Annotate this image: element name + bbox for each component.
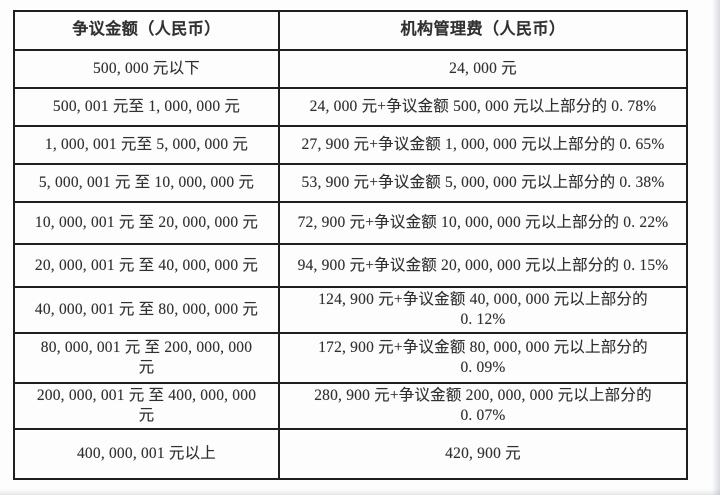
fee-cell: 53, 900 元+争议金额 5, 000, 000 元以上部分的 0. 38%: [278, 163, 688, 204]
amount-cell: 5, 000, 001 元 至 10, 000, 000 元: [13, 163, 280, 204]
fee-cell: 24, 000 元+争议金额 500, 000 元以上部分的 0. 78%: [278, 87, 688, 128]
fee-cell: 420, 900 元: [278, 428, 688, 480]
amount-cell: 20, 000, 001 元 至 40, 000, 000 元: [13, 243, 280, 288]
table-row: 1, 000, 001 元至 5, 000, 000 元 27, 900 元+争…: [13, 125, 688, 166]
fee-cell: 172, 900 元+争议金额 80, 000, 000 元以上部分的 0. 0…: [278, 332, 688, 384]
fee-cell: 280, 900 元+争议金额 200, 000, 000 元以上部分的 0. …: [278, 381, 688, 431]
amount-cell: 10, 000, 001 元 至 20, 000, 000 元: [13, 201, 280, 246]
amount-cell: 500, 000 元以下: [13, 48, 280, 90]
fee-schedule-table: 争议金额（人民币） 机构管理费（人民币） 500, 000 元以下 24, 00…: [13, 10, 688, 480]
table-row: 200, 000, 001 元 至 400, 000, 000 元 280, 9…: [13, 381, 688, 431]
table-row: 20, 000, 001 元 至 40, 000, 000 元 94, 900 …: [13, 243, 688, 288]
table-row: 5, 000, 001 元 至 10, 000, 000 元 53, 900 元…: [13, 163, 688, 204]
table-row: 40, 000, 001 元 至 80, 000, 000 元 124, 900…: [13, 285, 688, 335]
amount-cell: 40, 000, 001 元 至 80, 000, 000 元: [13, 285, 280, 335]
fee-cell: 24, 000 元: [278, 48, 688, 90]
fee-cell: 94, 900 元+争议金额 20, 000, 000 元以上部分的 0. 15…: [278, 243, 688, 288]
table-header-row: 争议金额（人民币） 机构管理费（人民币）: [13, 10, 688, 51]
header-management-fee: 机构管理费（人民币）: [278, 10, 688, 51]
table-row: 80, 000, 001 元 至 200, 000, 000 元 172, 90…: [13, 332, 688, 384]
amount-cell: 400, 000, 001 元以上: [13, 428, 280, 480]
table-row: 400, 000, 001 元以上 420, 900 元: [13, 428, 688, 480]
amount-cell: 80, 000, 001 元 至 200, 000, 000 元: [13, 332, 280, 384]
table-row: 10, 000, 001 元 至 20, 000, 000 元 72, 900 …: [13, 201, 688, 246]
fee-cell: 72, 900 元+争议金额 10, 000, 000 元以上部分的 0. 22…: [278, 201, 688, 246]
header-dispute-amount: 争议金额（人民币）: [13, 10, 280, 51]
fee-cell: 124, 900 元+争议金额 40, 000, 000 元以上部分的 0. 1…: [278, 285, 688, 335]
table-row: 500, 000 元以下 24, 000 元: [13, 48, 688, 90]
amount-cell: 500, 001 元至 1, 000, 000 元: [13, 87, 280, 128]
amount-cell: 1, 000, 001 元至 5, 000, 000 元: [13, 125, 280, 166]
table-row: 500, 001 元至 1, 000, 000 元 24, 000 元+争议金额…: [13, 87, 688, 128]
amount-cell: 200, 000, 001 元 至 400, 000, 000 元: [13, 381, 280, 431]
fee-cell: 27, 900 元+争议金额 1, 000, 000 元以上部分的 0. 65%: [278, 125, 688, 166]
